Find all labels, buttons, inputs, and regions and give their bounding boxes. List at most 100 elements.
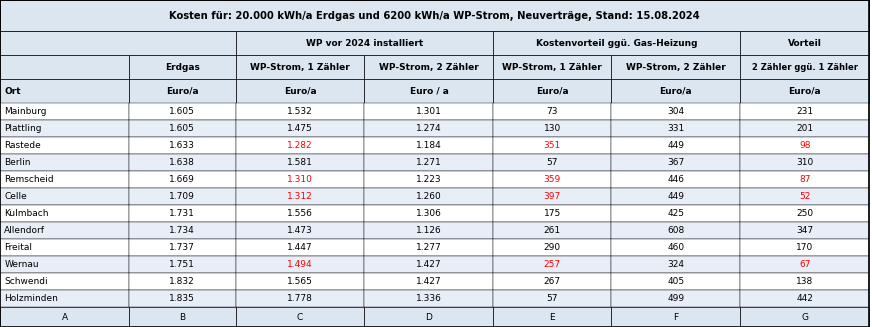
Text: 324: 324 bbox=[667, 260, 685, 269]
Text: 310: 310 bbox=[796, 158, 814, 167]
Text: 57: 57 bbox=[547, 158, 558, 167]
Bar bbox=[494, 171, 611, 188]
Bar bbox=[611, 205, 740, 222]
Text: 1.633: 1.633 bbox=[169, 141, 195, 150]
Text: Kulmbach: Kulmbach bbox=[4, 209, 49, 218]
Text: 201: 201 bbox=[796, 124, 814, 133]
Text: 367: 367 bbox=[667, 158, 685, 167]
Text: 67: 67 bbox=[799, 260, 810, 269]
Bar bbox=[235, 290, 364, 307]
Bar bbox=[129, 171, 235, 188]
Text: WP vor 2024 installiert: WP vor 2024 installiert bbox=[306, 39, 423, 47]
Bar bbox=[494, 55, 611, 79]
Bar bbox=[494, 79, 611, 103]
Text: F: F bbox=[673, 313, 678, 322]
Bar bbox=[611, 120, 740, 137]
Bar bbox=[235, 222, 364, 239]
Text: Ort: Ort bbox=[4, 87, 21, 95]
Bar bbox=[611, 55, 740, 79]
Bar bbox=[364, 79, 494, 103]
Text: 1.556: 1.556 bbox=[287, 209, 313, 218]
Bar bbox=[129, 103, 235, 120]
Text: 1.734: 1.734 bbox=[169, 226, 195, 235]
Bar bbox=[235, 120, 364, 137]
Bar bbox=[0, 0, 869, 31]
Text: 1.274: 1.274 bbox=[416, 124, 442, 133]
Bar bbox=[129, 154, 235, 171]
Bar bbox=[129, 307, 235, 327]
Text: 449: 449 bbox=[667, 141, 685, 150]
Bar bbox=[611, 171, 740, 188]
Bar bbox=[611, 137, 740, 154]
Bar bbox=[235, 103, 364, 120]
Text: D: D bbox=[426, 313, 433, 322]
Bar bbox=[0, 154, 129, 171]
Text: 1.277: 1.277 bbox=[416, 243, 442, 252]
Bar bbox=[494, 256, 611, 273]
Text: 1.731: 1.731 bbox=[169, 209, 195, 218]
Bar bbox=[129, 137, 235, 154]
Bar bbox=[364, 307, 494, 327]
Text: Remscheid: Remscheid bbox=[4, 175, 54, 184]
Text: Allendorf: Allendorf bbox=[4, 226, 45, 235]
Text: 1.271: 1.271 bbox=[416, 158, 442, 167]
Text: 449: 449 bbox=[667, 192, 685, 201]
Text: 231: 231 bbox=[796, 107, 814, 116]
Bar bbox=[0, 55, 129, 79]
Text: Kostenvorteil ggü. Gas-Heizung: Kostenvorteil ggü. Gas-Heizung bbox=[536, 39, 698, 47]
Text: 1.184: 1.184 bbox=[416, 141, 442, 150]
Text: 1.835: 1.835 bbox=[169, 294, 195, 303]
Text: Euro/a: Euro/a bbox=[536, 87, 569, 95]
Text: 73: 73 bbox=[547, 107, 558, 116]
Text: 1.532: 1.532 bbox=[287, 107, 313, 116]
Text: 1.832: 1.832 bbox=[169, 277, 195, 286]
Bar bbox=[494, 307, 611, 327]
Bar bbox=[235, 154, 364, 171]
Text: 1.223: 1.223 bbox=[416, 175, 442, 184]
Bar bbox=[611, 239, 740, 256]
Bar bbox=[0, 171, 129, 188]
Text: 351: 351 bbox=[544, 141, 561, 150]
Bar bbox=[611, 290, 740, 307]
Bar bbox=[364, 256, 494, 273]
Text: Wernau: Wernau bbox=[4, 260, 39, 269]
Bar bbox=[129, 256, 235, 273]
Text: 1.427: 1.427 bbox=[416, 277, 442, 286]
Bar bbox=[611, 188, 740, 205]
Text: 57: 57 bbox=[547, 294, 558, 303]
Bar bbox=[494, 239, 611, 256]
Text: 1.306: 1.306 bbox=[416, 209, 442, 218]
Bar bbox=[235, 55, 364, 79]
Text: 1.473: 1.473 bbox=[287, 226, 313, 235]
Bar bbox=[364, 239, 494, 256]
Bar bbox=[364, 137, 494, 154]
Text: Rastede: Rastede bbox=[4, 141, 41, 150]
Bar bbox=[740, 31, 869, 55]
Text: 1.709: 1.709 bbox=[169, 192, 195, 201]
Text: 1.581: 1.581 bbox=[287, 158, 313, 167]
Bar bbox=[740, 239, 869, 256]
Bar bbox=[611, 273, 740, 290]
Text: 1.310: 1.310 bbox=[287, 175, 313, 184]
Bar bbox=[494, 205, 611, 222]
Text: B: B bbox=[179, 313, 186, 322]
Text: 1.336: 1.336 bbox=[416, 294, 442, 303]
Bar bbox=[494, 103, 611, 120]
Text: 1.312: 1.312 bbox=[287, 192, 313, 201]
Text: 1.638: 1.638 bbox=[169, 158, 195, 167]
Bar bbox=[235, 137, 364, 154]
Bar bbox=[0, 205, 129, 222]
Text: 442: 442 bbox=[796, 294, 813, 303]
Bar bbox=[364, 55, 494, 79]
Bar bbox=[611, 79, 740, 103]
Bar bbox=[494, 188, 611, 205]
Text: 1.605: 1.605 bbox=[169, 107, 195, 116]
Text: Schwendi: Schwendi bbox=[4, 277, 48, 286]
Bar bbox=[611, 154, 740, 171]
Bar bbox=[494, 222, 611, 239]
Text: 1.427: 1.427 bbox=[416, 260, 442, 269]
Bar bbox=[740, 55, 869, 79]
Bar bbox=[129, 55, 235, 79]
Text: Vorteil: Vorteil bbox=[787, 39, 821, 47]
Bar bbox=[235, 31, 494, 55]
